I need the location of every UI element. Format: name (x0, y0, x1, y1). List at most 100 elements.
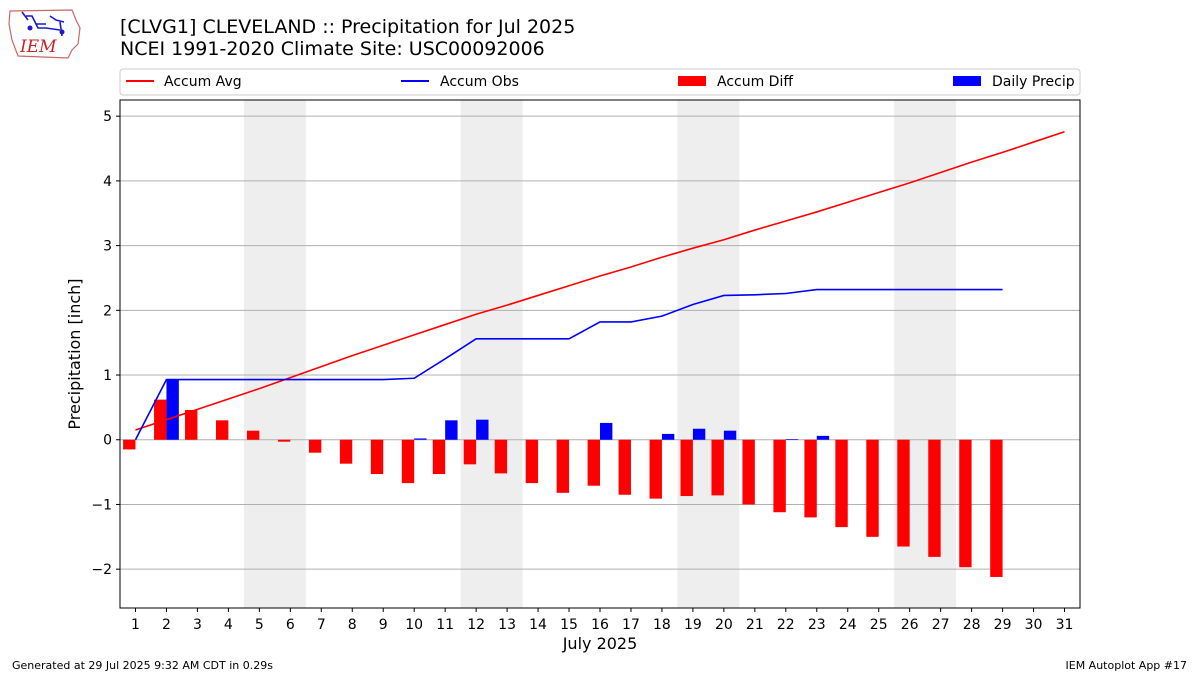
x-tick-label: 29 (994, 617, 1012, 633)
legend-label-accum-obs: Accum Obs (440, 74, 519, 90)
y-tick-label: 3 (103, 239, 112, 255)
accum-diff-bar-day-27 (928, 439, 941, 557)
x-tick-label: 6 (286, 617, 295, 633)
weekend-bands (243, 100, 957, 608)
logo-text: IEM (19, 37, 57, 57)
x-tick-label: 13 (498, 617, 516, 633)
daily-precip-bar-day-18 (661, 433, 675, 440)
accum-diff-bar-day-1 (123, 439, 136, 450)
iem-logo: IEM (6, 6, 84, 62)
x-tick-label: 27 (932, 617, 950, 633)
daily-precip-bar-day-16 (600, 422, 613, 440)
accum-diff-bar-day-16 (587, 439, 600, 486)
legend-label-accum-diff: Accum Diff (717, 74, 793, 90)
accum-diff-bar-day-8 (339, 439, 353, 464)
y-tick-label: 1 (103, 368, 112, 384)
y-axis-ticks: −2 −1 0 1 2 3 4 5 (91, 109, 120, 578)
accum-diff-bar-day-15 (556, 439, 570, 493)
weekend-band-2 (460, 100, 523, 608)
accum-diff-bar-day-10 (401, 439, 415, 484)
y-tick-label: −1 (91, 497, 112, 513)
x-tick-label: 26 (901, 617, 919, 633)
y-tick-label: −2 (91, 562, 112, 578)
y-axis-label: Precipitation [inch] (65, 278, 84, 429)
x-tick-label: 23 (808, 617, 826, 633)
weekend-band-3 (677, 100, 740, 608)
x-tick-label: 20 (715, 617, 733, 633)
accum-diff-bar-day-14 (525, 439, 539, 484)
x-tick-label: 30 (1025, 617, 1043, 633)
y-tick-label: 0 (103, 433, 112, 449)
daily-precip-bar-day-22 (785, 439, 799, 440)
accum-diff-bar-day-18 (649, 439, 662, 499)
x-tick-label: 9 (379, 617, 388, 633)
x-tick-label: 18 (653, 617, 671, 633)
daily-precip-bar-day-10 (414, 438, 427, 440)
x-tick-label: 24 (839, 617, 857, 633)
legend-box (119, 68, 1081, 96)
x-tick-label: 3 (193, 617, 202, 633)
x-tick-label: 14 (529, 617, 547, 633)
accum-diff-bar-day-7 (308, 439, 322, 453)
legend: Accum Avg Accum Obs Accum Diff Daily Precip (119, 68, 1081, 96)
accum-diff-bar-day-5 (246, 430, 260, 440)
daily-precip-bar-day-20 (723, 430, 737, 440)
accum-diff-bar-day-17 (618, 439, 631, 495)
accum-diff-bar-day-29 (990, 439, 1003, 577)
bars (123, 379, 1003, 577)
daily-precip-bar-day-11 (445, 420, 458, 440)
x-tick-label: 10 (405, 617, 423, 633)
chart-title: [CLVG1] CLEVELAND :: Precipitation for J… (120, 16, 576, 38)
y-tick-label: 2 (103, 303, 112, 319)
x-tick-label: 19 (684, 617, 702, 633)
y-tick-label: 4 (103, 174, 112, 190)
accum-diff-bar-day-11 (432, 439, 446, 475)
accum-diff-bar-day-12 (463, 439, 477, 465)
x-tick-label: 31 (1056, 617, 1074, 633)
x-tick-label: 22 (777, 617, 795, 633)
accum-diff-bar-day-25 (866, 439, 879, 537)
weekend-band-1 (243, 100, 306, 608)
x-tick-label: 8 (348, 617, 357, 633)
daily-precip-bar-day-23 (816, 435, 830, 440)
accum-avg-line (135, 130, 1065, 431)
accum-diff-bar-day-24 (835, 439, 848, 528)
legend-swatch-daily-precip (953, 76, 981, 86)
chart-title-block: [CLVG1] CLEVELAND :: Precipitation for J… (120, 16, 575, 60)
legend-swatch-accum-diff (678, 76, 706, 86)
accum-diff-bar-day-4 (216, 420, 229, 440)
legend-label-accum-avg: Accum Avg (164, 74, 242, 90)
accum-diff-bar-day-26 (897, 439, 910, 547)
x-tick-label: 5 (255, 617, 264, 633)
daily-precip-bar-day-2 (166, 379, 179, 440)
x-tick-label: 4 (224, 617, 233, 633)
series-lines (134, 130, 1065, 441)
x-axis-label: July 2025 (562, 634, 638, 653)
x-tick-label: 1 (131, 617, 140, 633)
x-tick-label: 7 (317, 617, 326, 633)
y-tick-label: 5 (103, 109, 112, 125)
x-tick-label: 11 (436, 617, 454, 633)
x-tick-label: 28 (963, 617, 981, 633)
x-tick-label: 17 (622, 617, 640, 633)
accum-diff-bar-day-22 (773, 439, 786, 513)
x-tick-label: 25 (870, 617, 888, 633)
x-tick-label: 16 (591, 617, 609, 633)
accum-diff-bar-day-3 (185, 409, 198, 440)
x-tick-label: 12 (467, 617, 485, 633)
accum-diff-bar-day-13 (494, 439, 508, 474)
accum-obs-line (134, 288, 1003, 441)
app-credit: IEM Autoplot App #17 (1065, 659, 1188, 672)
accum-diff-bar-day-20 (711, 439, 724, 496)
accum-diff-bar-day-23 (804, 439, 817, 518)
chart-subtitle: NCEI 1991-2020 Climate Site: USC00092006 (120, 38, 545, 60)
x-axis-ticks: 1 2 3 4 5 6 7 8 9 10 11 12 13 14 15 16 17 18 19 20 21 22 23 24 2… (131, 608, 1073, 633)
legend-label-daily-precip: Daily Precip (992, 74, 1075, 90)
accum-diff-bar-day-28 (959, 439, 972, 568)
x-tick-label: 21 (746, 617, 764, 633)
accum-diff-bar-day-6 (277, 439, 291, 442)
daily-precip-bar-day-19 (692, 428, 706, 440)
x-tick-label: 15 (560, 617, 578, 633)
accum-diff-bar-day-19 (680, 439, 693, 497)
generated-timestamp: Generated at 29 Jul 2025 9:32 AM CDT in … (12, 659, 273, 672)
